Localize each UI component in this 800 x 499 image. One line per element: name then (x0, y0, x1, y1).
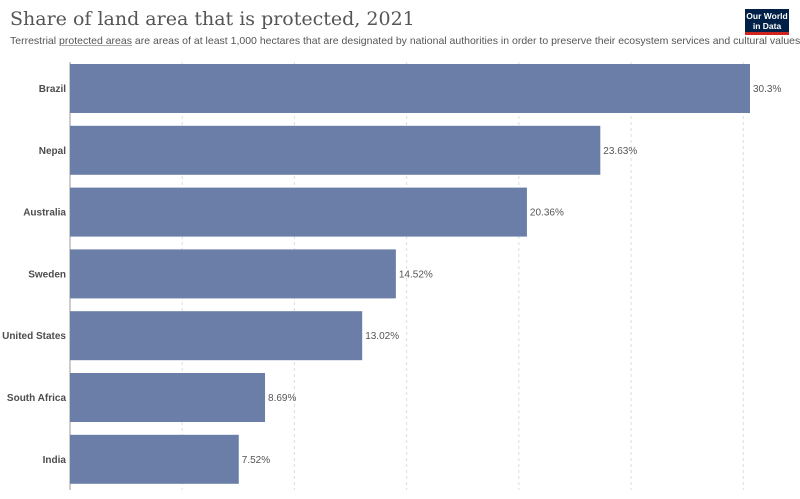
protected-areas-link[interactable]: protected areas (59, 35, 132, 47)
bar[interactable] (70, 311, 363, 361)
subtitle-text-start: Terrestrial (10, 35, 60, 47)
category-label: India (43, 455, 67, 466)
bar[interactable] (70, 187, 527, 237)
bar[interactable] (70, 249, 396, 299)
logo-line-2: in Data (752, 21, 782, 31)
chart-subtitle: Terrestrial protected areas are areas of… (10, 35, 800, 47)
category-label: Australia (23, 208, 66, 219)
value-label: 30.3% (753, 84, 781, 95)
bar[interactable] (70, 373, 266, 422)
bar[interactable] (70, 434, 239, 484)
category-label: Sweden (28, 269, 66, 280)
value-label: 13.02% (365, 331, 399, 342)
category-label: Nepal (39, 146, 66, 157)
bar[interactable] (70, 64, 750, 113)
value-label: 7.52% (242, 455, 270, 466)
value-label: 14.52% (399, 269, 433, 280)
subtitle-text-end: are areas of at least 1,000 hectares tha… (131, 35, 800, 47)
category-label: South Africa (7, 393, 67, 404)
category-label: Brazil (39, 84, 66, 95)
chart-title: Share of land area that is protected, 20… (10, 8, 415, 30)
bar[interactable] (70, 125, 601, 175)
category-label: United States (2, 331, 66, 342)
owid-logo[interactable]: Our World in Data (745, 9, 789, 35)
value-label: 20.36% (530, 208, 564, 219)
value-label: 23.63% (603, 146, 637, 157)
value-label: 8.69% (268, 393, 296, 404)
logo-line-1: Our World (746, 11, 788, 21)
